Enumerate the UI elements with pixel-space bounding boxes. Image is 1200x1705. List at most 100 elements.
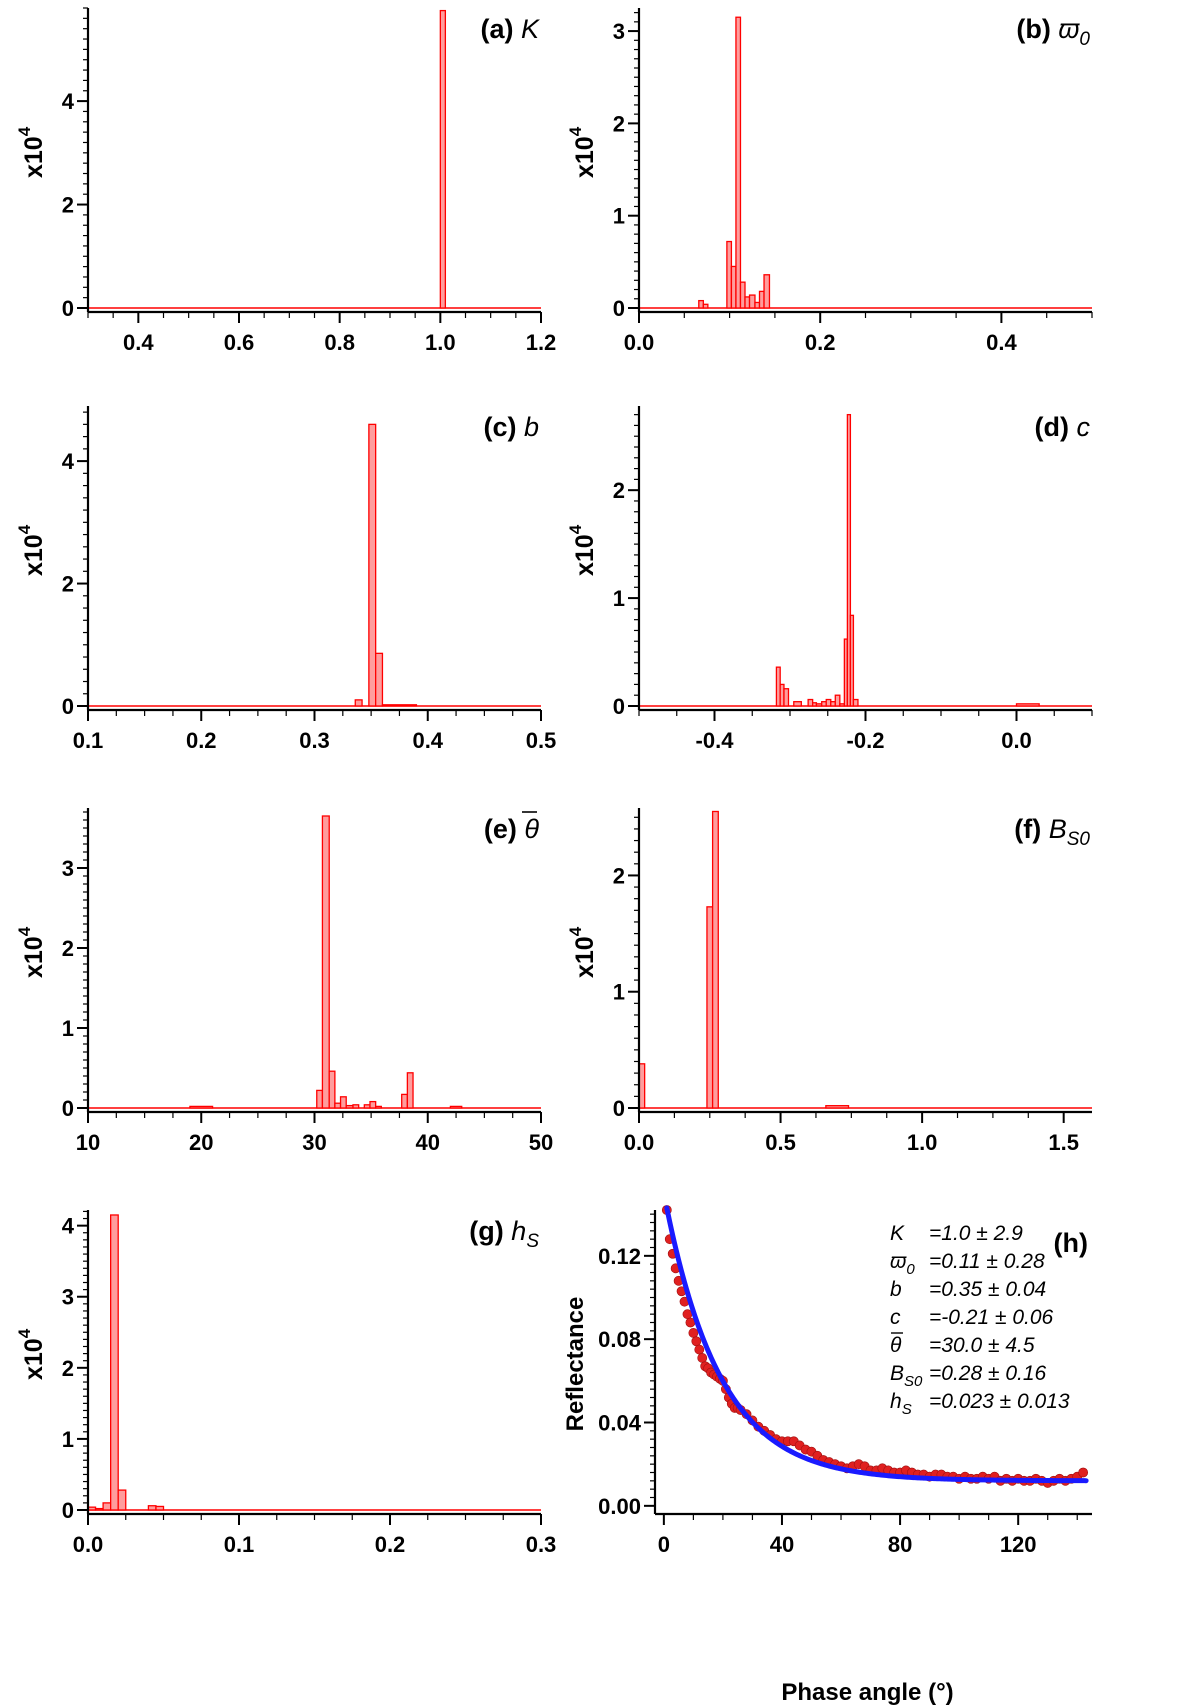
y-axis-label: x104 <box>15 1328 48 1380</box>
histogram-bar <box>739 281 746 309</box>
x-tick-label: 0.1 <box>224 1532 255 1557</box>
x-tick-label: 0.8 <box>324 330 355 355</box>
y-tick-label: 4 <box>62 89 75 114</box>
x-tick-label: -0.4 <box>696 728 735 753</box>
panel-h: 0.00 0.04 0.08 0.12 0 40 80 120 Reflectance Phase… <box>562 1205 1092 1705</box>
x-tick-label: 0.6 <box>224 330 255 355</box>
fit-line <box>664 1205 1089 1484</box>
histogram-bar <box>763 274 771 309</box>
histogram-bar <box>328 1070 336 1109</box>
y-label-exponent: 4 <box>15 524 34 534</box>
histogram-bar <box>793 701 802 707</box>
y-tick-label: 4 <box>62 449 75 474</box>
panel-f: 0 1 2 0.0 0.5 1.0 1.5 x104 (f) BS0 <box>566 808 1092 1155</box>
x-tick-label: 0.0 <box>624 1130 655 1155</box>
x-tick-label: 0.3 <box>299 728 330 753</box>
y-label-base: x10 <box>20 936 48 978</box>
panel-symbol: b <box>524 412 539 442</box>
y-label-exponent: 4 <box>15 126 34 136</box>
histogram-bar <box>783 688 790 707</box>
x-tick-label: 10 <box>76 1130 100 1155</box>
histogram-bar <box>352 1104 360 1109</box>
x-tick-label: 30 <box>302 1130 326 1155</box>
annotation-value: =0.11 ± 0.28 <box>929 1250 1045 1273</box>
histogram-bar <box>87 1506 97 1511</box>
panel-symbol: B <box>1049 814 1067 844</box>
annotation-value: =0.023 ± 0.013 <box>929 1390 1070 1413</box>
y-tick-label: 0 <box>613 1096 625 1121</box>
panel-subscript: S0 <box>1067 829 1091 850</box>
panel-title: (d) c <box>1035 412 1091 442</box>
histogram-bar <box>110 1214 119 1511</box>
data-point <box>688 1328 699 1338</box>
annotation-symbol: K <box>890 1222 905 1245</box>
y-label-base: x10 <box>20 136 48 178</box>
histogram-bar <box>439 9 447 309</box>
x-tick-label: 80 <box>888 1532 912 1557</box>
annotation-subscript: S0 <box>904 1373 923 1390</box>
panel-label: (c) <box>483 412 516 442</box>
y-tick-label: 0.04 <box>598 1411 642 1436</box>
y-axis-label: x104 <box>566 926 599 978</box>
histogram-bar <box>825 698 832 707</box>
panel-title: (a) K <box>480 14 540 44</box>
y-tick-label: 1 <box>613 586 625 611</box>
y-tick-label: 3 <box>62 856 74 881</box>
y-tick-label: 0.08 <box>598 1327 641 1352</box>
histogram-bar <box>748 294 756 309</box>
y-label-exponent: 4 <box>15 926 34 936</box>
histogram-bar <box>758 290 765 309</box>
histogram-bar <box>334 1102 342 1109</box>
histogram-bar <box>375 652 384 707</box>
histogram-bar <box>815 703 823 707</box>
x-tick-label: 0.0 <box>73 1532 104 1557</box>
histogram-bar <box>155 1505 165 1511</box>
histogram-bar <box>363 1104 371 1109</box>
histogram-bar <box>102 1502 112 1511</box>
panel-subscript: 0 <box>1079 29 1090 50</box>
y-label-exponent: 4 <box>566 524 585 534</box>
annotation-symbol: ϖ0 <box>890 1250 915 1278</box>
y-tick-label: 1 <box>613 204 625 229</box>
data-point <box>694 1344 705 1355</box>
y-axis-title: Reflectance <box>562 1297 589 1432</box>
y-tick-label: 0 <box>62 1498 74 1523</box>
histogram-bar <box>754 301 761 309</box>
histogram-bar <box>846 413 852 707</box>
histogram-bar <box>339 1096 347 1109</box>
panel-e: 0 1 2 3 10 20 30 40 50 x104 (e) θ <box>15 808 553 1155</box>
x-tick-label: 0.5 <box>765 1130 796 1155</box>
x-tick-label: 0.3 <box>526 1532 557 1557</box>
y-tick-label: 1 <box>613 980 625 1005</box>
histogram-bar <box>744 296 751 309</box>
histogram-bar <box>406 1072 414 1109</box>
annotation-subscript: S <box>902 1401 912 1418</box>
histogram-bar <box>834 694 841 707</box>
panel-title: (c) b <box>483 412 539 442</box>
data-point <box>697 1353 708 1363</box>
y-tick-label: 0 <box>613 694 625 719</box>
panel-label: (e) <box>484 814 517 844</box>
histogram-bar <box>735 16 742 309</box>
histogram-bar <box>381 704 418 707</box>
histogram-bar <box>354 699 363 707</box>
annotation-value: =1.0 ± 2.9 <box>929 1222 1023 1245</box>
x-tick-label: 20 <box>189 1130 213 1155</box>
histogram-bar <box>369 1100 377 1109</box>
histogram-bar <box>711 810 719 1109</box>
x-tick-label: 40 <box>416 1130 440 1155</box>
x-tick-label: 0.2 <box>375 1532 406 1557</box>
panel-symbol: ϖ <box>1058 14 1080 44</box>
annotation-symbol: b <box>890 1278 902 1301</box>
y-label-base: x10 <box>571 136 599 178</box>
histogram-bar <box>730 265 737 309</box>
y-tick-label: 1 <box>62 1016 74 1041</box>
y-label-exponent: 4 <box>566 926 585 936</box>
x-tick-label: 1.2 <box>526 330 557 355</box>
panel-symbol: c <box>1077 412 1091 442</box>
x-tick-label: 0.2 <box>805 330 836 355</box>
x-tick-label: 0.4 <box>412 728 443 753</box>
